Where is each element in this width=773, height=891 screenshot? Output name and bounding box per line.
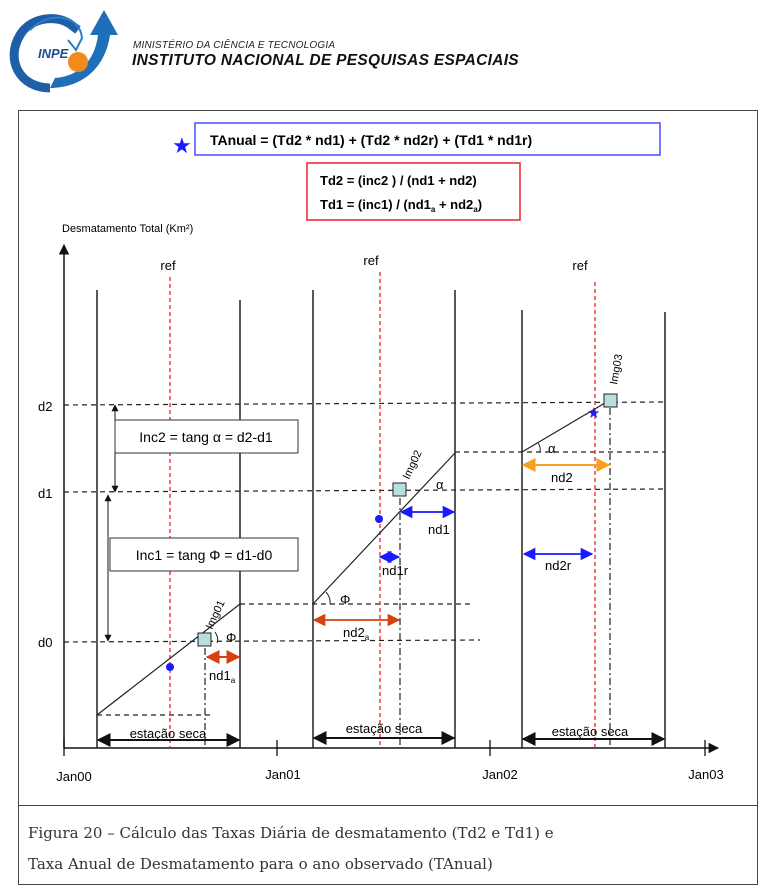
alpha-angle-2: α: [548, 441, 556, 456]
figure-caption: Figura 20 – Cálculo das Taxas Diária de …: [18, 805, 758, 885]
ref-label-2: ref: [363, 253, 379, 268]
td1-formula: Td1 = (inc1) / (nd1a + nd2a): [320, 197, 482, 214]
td-box: [306, 162, 521, 221]
inc1-formula: Inc1 = tang Φ = d1-d0: [136, 547, 273, 563]
x-tick-jan03: Jan03: [688, 767, 723, 782]
inpe-logo: INPE: [9, 10, 118, 93]
td2-formula: Td2 = (inc2 ) / (nd1 + nd2): [320, 173, 477, 188]
img03-label: Img03: [608, 353, 625, 385]
season-boundaries: [96, 290, 666, 748]
ref-label-1: ref: [160, 258, 176, 273]
ref-point-1: [166, 663, 174, 671]
img01-marker: [197, 632, 212, 647]
alpha-angle-1: α: [436, 477, 444, 492]
header: INPE MINISTÉRIO DA CIÊNCIA E TECNOLOGIA …: [0, 0, 773, 100]
star-icon: ★: [172, 133, 192, 158]
nd2a-label: nd2a: [343, 625, 370, 642]
x-tick-jan00: Jan00: [56, 769, 91, 784]
img01-label: Img01: [204, 598, 228, 631]
caption-line-2: Taxa Anual de Desmatamento para o ano ob…: [28, 855, 493, 873]
inc2-formula: Inc2 = tang α = d2-d1: [139, 429, 273, 445]
figure-frame: [18, 110, 758, 885]
x-tick-jan02: Jan02: [482, 767, 517, 782]
deforestation-curves: [96, 399, 611, 716]
y-tick-d1: d1: [38, 486, 52, 501]
x-tick-jan01: Jan01: [265, 767, 300, 782]
ref-label-3: ref: [572, 258, 588, 273]
phi-angle-1: Φ: [226, 630, 236, 645]
level-lines: [63, 401, 666, 716]
ref-point-2: [375, 515, 383, 523]
nd1a-label: nd1a: [209, 668, 236, 685]
phi-angle-2: Φ: [340, 592, 350, 607]
star-icon: ★: [587, 405, 600, 422]
nd1-label: nd1: [428, 522, 450, 537]
nd1r-label: nd1r: [382, 563, 409, 578]
svg-text:INPE: INPE: [38, 46, 69, 61]
tanual-box: [194, 122, 661, 156]
inc2-box: [114, 419, 299, 454]
dry-season-label-1: estação seca: [130, 726, 207, 741]
y-axis-label: Desmatamento Total (Km²): [62, 223, 193, 235]
img02-label: Img02: [401, 448, 425, 481]
inc1-box: [109, 537, 299, 572]
caption-line-1: Figura 20 – Cálculo das Taxas Diária de …: [28, 824, 554, 842]
img03-marker: [603, 393, 618, 408]
tanual-formula: TAnual = (Td2 * nd1) + (Td2 * nd2r) + (T…: [210, 132, 532, 148]
nd2-label: nd2: [551, 470, 573, 485]
dry-season-label-2: estação seca: [346, 721, 423, 736]
img02-marker: [392, 482, 407, 497]
dry-season-label-3: estação seca: [552, 724, 629, 739]
nd2r-label: nd2r: [545, 558, 572, 573]
image-date-lines: [204, 408, 611, 748]
institute-name: INSTITUTO NACIONAL DE PESQUISAS ESPACIAI…: [132, 52, 519, 69]
x-ticks: [63, 740, 706, 756]
ministry-text: MINISTÉRIO DA CIÊNCIA E TECNOLOGIA: [133, 40, 336, 51]
y-tick-d0: d0: [38, 635, 52, 650]
y-tick-d2: d2: [38, 399, 52, 414]
